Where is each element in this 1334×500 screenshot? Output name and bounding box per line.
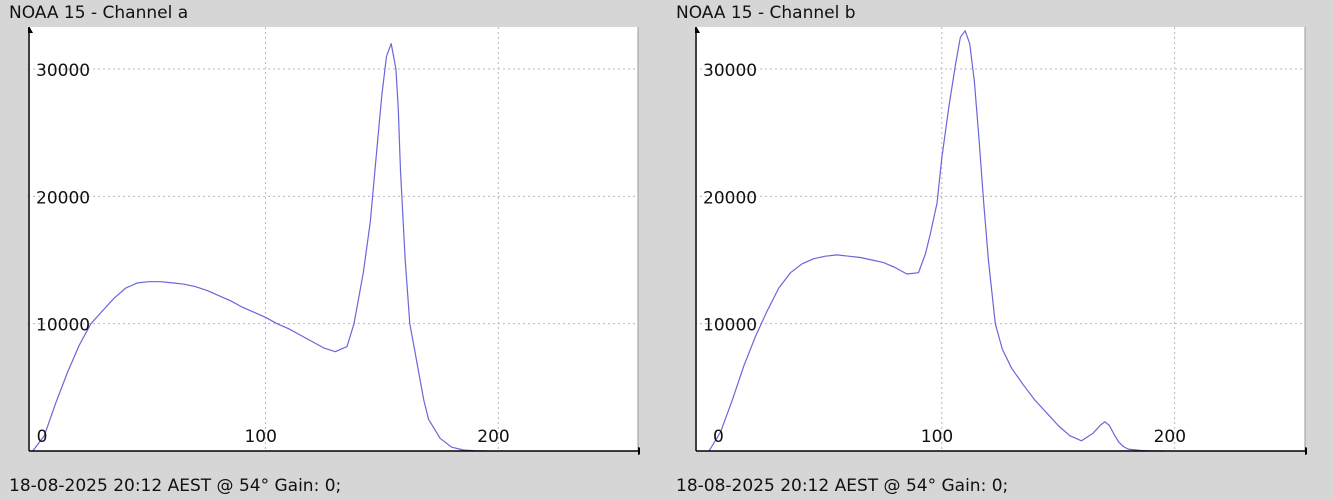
y-tick-label: 10000 <box>36 316 90 336</box>
x-tick-label: 200 <box>1154 427 1186 447</box>
x-axis-arrow <box>1305 447 1307 455</box>
channel-b-panel: NOAA 15 - Channel b 0 100 200 10000 20000 300… <box>667 0 1334 500</box>
y-tick-label: 20000 <box>703 188 757 208</box>
timestamp-footer: 18-08-2025 20:12 AEST @ 54° Gain: 0; <box>676 476 1009 496</box>
x-tick-label: 0 <box>713 427 724 447</box>
timestamp-footer: 18-08-2025 20:12 AEST @ 54° Gain: 0; <box>9 476 342 496</box>
x-tick-label: 100 <box>244 427 276 447</box>
chart-title: NOAA 15 - Channel b <box>676 3 856 23</box>
x-axis-arrow <box>638 447 640 455</box>
channel-b-chart: 0100200100002000030000y-axis <box>695 27 1307 455</box>
y-tick-label: 30000 <box>36 61 90 81</box>
series-line <box>708 30 1164 452</box>
y-axis-arrow <box>28 27 33 33</box>
chart-title: NOAA 15 - Channel a <box>9 3 189 23</box>
y-tick-label: 30000 <box>703 61 757 81</box>
plot-background <box>695 27 1305 451</box>
x-tick-label: 0 <box>37 427 48 447</box>
y-tick-label: 20000 <box>36 188 90 208</box>
x-tick-label: 100 <box>921 427 953 447</box>
y-tick-label: 10000 <box>703 316 757 336</box>
plot-background <box>28 27 638 451</box>
x-tick-label: 200 <box>477 427 509 447</box>
series-line <box>32 43 487 452</box>
channel-a-panel: NOAA 15 - Channel a 0 100 200 10000 20000 300… <box>9 3 640 496</box>
channel-a-chart: 0100200100002000030000y-axis <box>28 27 640 455</box>
y-axis-arrow <box>695 27 700 33</box>
